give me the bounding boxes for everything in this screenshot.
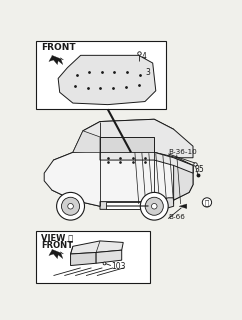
Polygon shape xyxy=(100,137,154,152)
Circle shape xyxy=(202,198,212,207)
Polygon shape xyxy=(44,150,193,206)
Text: 35: 35 xyxy=(195,165,204,174)
Polygon shape xyxy=(73,119,193,158)
Polygon shape xyxy=(49,249,64,259)
Circle shape xyxy=(145,197,163,215)
Polygon shape xyxy=(100,152,193,173)
Text: FRONT: FRONT xyxy=(41,241,73,250)
Circle shape xyxy=(151,204,157,209)
Polygon shape xyxy=(58,55,156,105)
Polygon shape xyxy=(49,55,64,65)
Bar xyxy=(37,231,150,283)
Polygon shape xyxy=(73,131,100,152)
Text: VIEW Ⓐ: VIEW Ⓐ xyxy=(41,233,73,242)
Text: 3: 3 xyxy=(145,68,150,77)
Polygon shape xyxy=(71,252,96,266)
Polygon shape xyxy=(96,250,122,263)
Text: Ⓐ: Ⓐ xyxy=(205,199,209,206)
Polygon shape xyxy=(179,204,187,209)
Polygon shape xyxy=(83,119,174,139)
Circle shape xyxy=(57,192,84,220)
Circle shape xyxy=(140,192,168,220)
Polygon shape xyxy=(174,158,193,200)
Circle shape xyxy=(61,197,80,215)
Polygon shape xyxy=(52,152,100,206)
Text: B-66: B-66 xyxy=(168,214,185,220)
Circle shape xyxy=(68,204,73,209)
Text: B-36-10: B-36-10 xyxy=(168,148,197,155)
Bar xyxy=(37,41,166,109)
Polygon shape xyxy=(100,198,174,209)
Text: 103: 103 xyxy=(112,262,126,271)
Text: FRONT: FRONT xyxy=(41,43,76,52)
Text: 4: 4 xyxy=(142,52,147,61)
Polygon shape xyxy=(71,241,123,254)
Polygon shape xyxy=(106,203,148,209)
